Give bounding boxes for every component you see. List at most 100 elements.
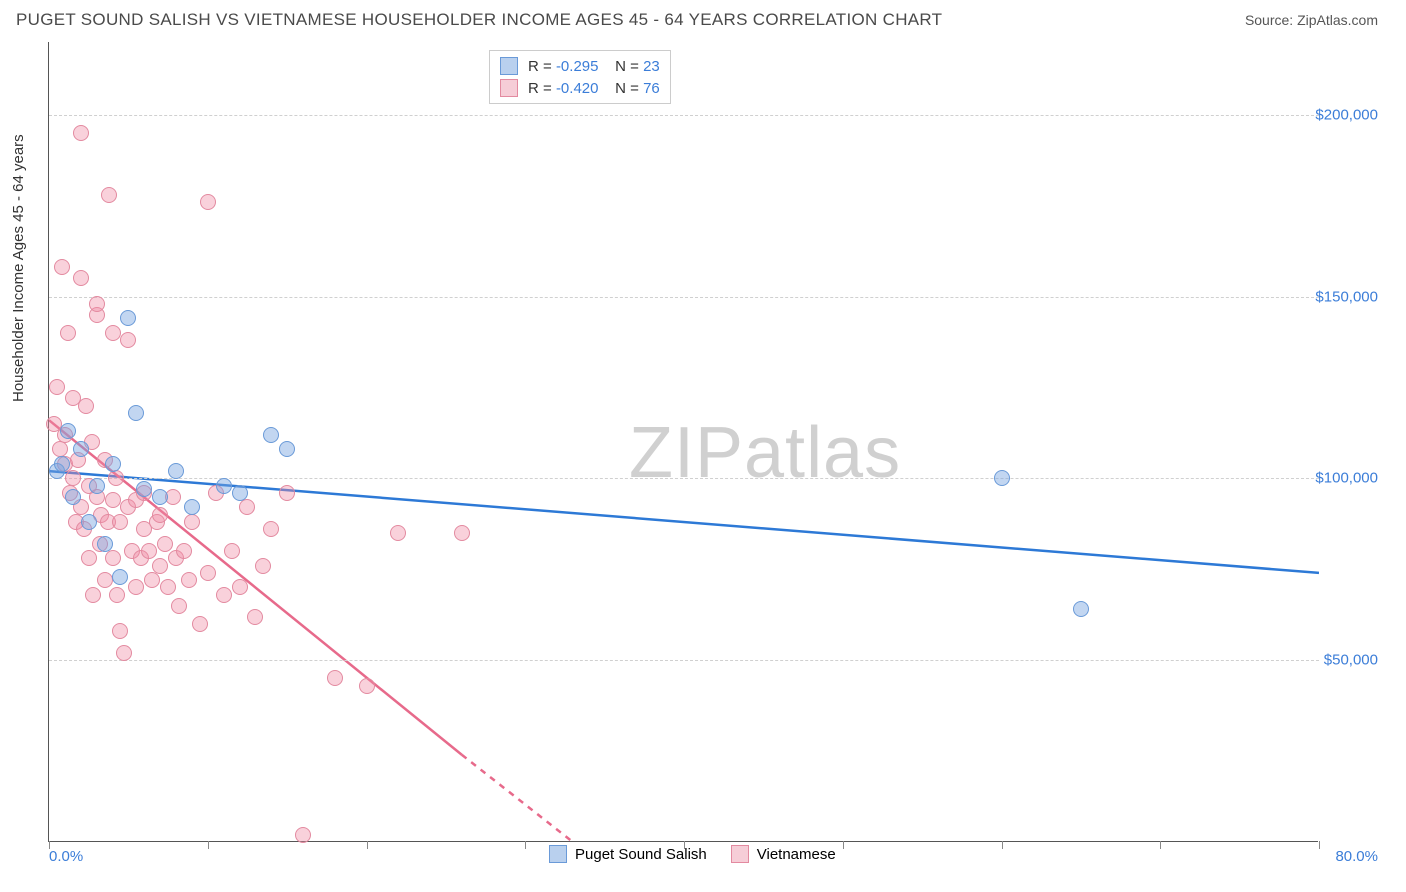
x-tick	[1160, 841, 1161, 849]
point-vietnamese	[232, 579, 248, 595]
trend-lines	[49, 42, 1319, 842]
y-tick-label: $150,000	[1306, 288, 1378, 305]
point-vietnamese	[359, 678, 375, 694]
point-vietnamese	[263, 521, 279, 537]
salish-r-value: -0.295	[556, 58, 599, 75]
point-vietnamese	[109, 587, 125, 603]
point-salish	[120, 310, 136, 326]
point-vietnamese	[192, 616, 208, 632]
point-vietnamese	[112, 623, 128, 639]
x-tick	[843, 841, 844, 849]
point-vietnamese	[176, 543, 192, 559]
r-label: R =	[528, 58, 552, 75]
swatch-vietnamese	[731, 845, 749, 863]
x-axis-end: 80.0%	[1335, 848, 1378, 865]
point-vietnamese	[105, 550, 121, 566]
viet-n-value: 76	[643, 80, 660, 97]
y-axis-title: Householder Income Ages 45 - 64 years	[10, 134, 27, 402]
point-vietnamese	[200, 565, 216, 581]
point-vietnamese	[54, 259, 70, 275]
point-vietnamese	[224, 543, 240, 559]
source-label: Source: ZipAtlas.com	[1245, 12, 1378, 28]
swatch-salish	[500, 57, 518, 75]
point-vietnamese	[157, 536, 173, 552]
legend-salish-stats: R = -0.295 N = 23	[528, 58, 660, 75]
point-vietnamese	[116, 645, 132, 661]
point-vietnamese	[160, 579, 176, 595]
point-salish	[89, 478, 105, 494]
point-vietnamese	[247, 609, 263, 625]
point-vietnamese	[49, 379, 65, 395]
point-vietnamese	[184, 514, 200, 530]
point-vietnamese	[112, 514, 128, 530]
vietnamese-label: Vietnamese	[757, 846, 836, 863]
viet-r-value: -0.420	[556, 80, 599, 97]
point-salish	[128, 405, 144, 421]
n-label: N =	[615, 58, 639, 75]
point-vietnamese	[239, 499, 255, 515]
x-tick	[1002, 841, 1003, 849]
x-tick	[367, 841, 368, 849]
y-tick-label: $50,000	[1306, 652, 1378, 669]
point-vietnamese	[89, 296, 105, 312]
r-label: R =	[528, 80, 552, 97]
point-salish	[65, 489, 81, 505]
legend-viet-stats: R = -0.420 N = 76	[528, 80, 660, 97]
point-vietnamese	[295, 827, 311, 843]
series-legend: Puget Sound Salish Vietnamese	[549, 845, 836, 863]
point-salish	[279, 441, 295, 457]
chart-title: PUGET SOUND SALISH VS VIETNAMESE HOUSEHO…	[16, 10, 942, 30]
point-vietnamese	[141, 543, 157, 559]
point-vietnamese	[73, 270, 89, 286]
x-tick	[684, 841, 685, 849]
point-salish	[105, 456, 121, 472]
point-vietnamese	[390, 525, 406, 541]
point-vietnamese	[181, 572, 197, 588]
x-tick	[49, 841, 50, 849]
point-salish	[216, 478, 232, 494]
legend-row-vietnamese: R = -0.420 N = 76	[500, 77, 660, 99]
point-salish	[136, 481, 152, 497]
point-vietnamese	[171, 598, 187, 614]
point-vietnamese	[81, 550, 97, 566]
salish-n-value: 23	[643, 58, 660, 75]
gridline	[49, 115, 1319, 116]
y-tick-label: $100,000	[1306, 470, 1378, 487]
point-vietnamese	[60, 325, 76, 341]
point-salish	[97, 536, 113, 552]
legend-row-salish: R = -0.295 N = 23	[500, 55, 660, 77]
point-salish	[81, 514, 97, 530]
point-vietnamese	[216, 587, 232, 603]
point-vietnamese	[105, 325, 121, 341]
gridline	[49, 660, 1319, 661]
point-vietnamese	[97, 572, 113, 588]
point-salish	[112, 569, 128, 585]
point-vietnamese	[65, 470, 81, 486]
point-salish	[54, 456, 70, 472]
x-axis-start: 0.0%	[49, 848, 83, 865]
x-tick	[1319, 841, 1320, 849]
point-vietnamese	[108, 470, 124, 486]
point-vietnamese	[78, 398, 94, 414]
salish-label: Puget Sound Salish	[575, 846, 707, 863]
point-salish	[994, 470, 1010, 486]
point-vietnamese	[144, 572, 160, 588]
point-salish	[263, 427, 279, 443]
point-vietnamese	[105, 492, 121, 508]
x-tick	[525, 841, 526, 849]
chart-area: Householder Income Ages 45 - 64 years ZI…	[48, 42, 1378, 842]
point-vietnamese	[120, 332, 136, 348]
correlation-legend: R = -0.295 N = 23 R = -0.420 N = 76	[489, 50, 671, 104]
point-salish	[184, 499, 200, 515]
point-vietnamese	[200, 194, 216, 210]
point-vietnamese	[73, 125, 89, 141]
point-vietnamese	[85, 587, 101, 603]
point-salish	[168, 463, 184, 479]
point-vietnamese	[128, 579, 144, 595]
point-salish	[1073, 601, 1089, 617]
legend-item-vietnamese: Vietnamese	[731, 845, 836, 863]
gridline	[49, 297, 1319, 298]
point-vietnamese	[454, 525, 470, 541]
plot-region: ZIPatlas R = -0.295 N = 23 R = -0.420	[48, 42, 1318, 842]
point-salish	[60, 423, 76, 439]
